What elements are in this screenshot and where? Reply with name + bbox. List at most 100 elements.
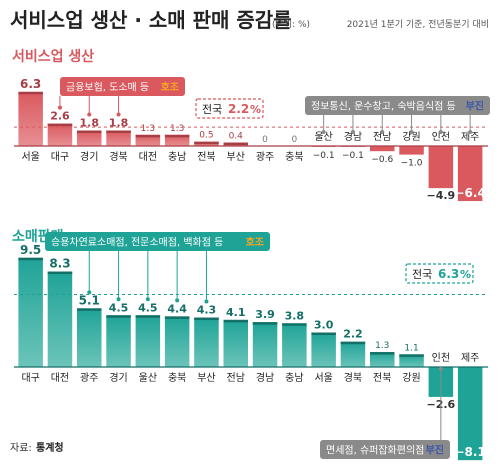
retail-positive-text: 승용차연료소매점, 전문소매점, 백화점 등 [51,237,223,249]
retail-category-label: 전남 [227,372,245,384]
retail-value-label: 2.2 [343,328,363,341]
service-bar-cap [18,91,43,95]
service-value-label: 0 [291,135,297,145]
retail-category-label: 울산 [139,372,157,384]
service-bar-cap [47,123,73,127]
service-category-label: 전북 [197,151,215,163]
service-bar [399,146,424,155]
retail-positive-dot [204,299,209,304]
service-negative-dot [380,130,385,134]
retail-category-label: 제주 [461,352,479,364]
retail-bar-cap [282,323,307,326]
service-category-label: 인천 [432,131,450,143]
service-national-value: 2.2 [228,102,249,116]
retail-category-label: 서울 [314,372,332,384]
service-positive-dot [116,112,121,117]
retail-category-label: 경남 [256,371,274,384]
retail-value-label: 8.3 [49,257,70,271]
retail-category-label: 인천 [432,352,450,364]
service-negative-dot [350,130,355,134]
service-category-label: 서울 [21,151,39,163]
retail-bar-cap [340,341,366,345]
service-category-label: 부산 [227,151,245,163]
retail-value-label: 4.3 [197,304,217,317]
retail-bar-cap [370,352,395,355]
service-negative-dot [409,130,414,134]
unit-note: (단위: %) [272,19,310,30]
service-value-label: 1.8 [109,117,129,130]
retail-bar [18,257,43,367]
retail-category-label: 대구 [21,372,39,384]
service-bar-cap [223,142,248,146]
retail-national-box [405,263,474,284]
service-bar [47,123,73,146]
service-bar-cap [194,141,219,145]
page-title: 서비스업 생산 · 소매 판매 증감률 [10,8,292,32]
service-value-label: −0.6 [371,155,393,165]
retail-value-label: 3.9 [255,308,275,321]
retail-bar [106,315,131,367]
retail-negative-dot [438,367,443,371]
service-bar [77,130,102,146]
retail-category-label: 부산 [197,372,215,384]
service-category-label: 강원 [402,131,420,143]
retail-positive-dot [145,297,150,302]
service-national-label: 전국 [202,103,222,116]
service-bar [457,146,483,202]
service-positive-text: 금융보험, 도소매 등 [66,82,149,94]
retail-national-value: 6.3 [438,267,459,281]
service-category-label: 전남 [373,131,391,143]
service-bar [135,134,161,146]
retail-bar-cap [252,322,278,325]
retail-bar [252,322,278,367]
service-bar-cap [164,134,190,138]
retail-bar-cap [135,315,161,318]
service-value-label: 2.6 [50,110,70,123]
service-bar-cap [135,134,161,138]
retail-bar [282,323,307,367]
service-bar [18,91,43,146]
service-negative-dot [321,130,326,134]
service-value-label: −0.1 [342,151,364,161]
retail-bar [311,332,336,367]
retail-negative-callout [320,440,450,459]
retail-bar-cap [164,316,190,319]
retail-category-label: 충남 [285,372,303,384]
source-label: 자료: [10,442,32,454]
service-value-label: 0.5 [199,131,213,141]
retail-bar [223,319,248,367]
retail-bar [340,341,366,367]
retail-category-label: 경북 [344,371,362,384]
retail-value-label: 4.4 [167,302,187,315]
service-category-label: 광주 [256,151,274,163]
retail-value-label: 3.8 [285,309,305,322]
retail-bar [457,367,483,461]
retail-bar-cap [399,354,424,357]
retail-bar-cap [18,257,43,261]
retail-value-label: 4.5 [138,301,158,314]
service-value-label: 6.3 [20,77,41,91]
service-bar [164,134,190,146]
retail-bar-cap [311,332,336,335]
service-value-label: −4.9 [426,189,455,202]
service-chart: 6.3 서울 2.6 대구 1.8 경기 1.8 경북 1.3 대전 1.3 충남 0.5 전북 0.4 부산… [14,77,490,202]
retail-bar [77,308,102,367]
service-negative-tag: 부진 [466,100,484,113]
service-bar [370,146,395,152]
service-national-unit: % [250,103,261,116]
retail-negative-text: 면세점, 슈퍼잡화편의점 [326,445,424,457]
retail-category-label: 대전 [51,372,69,384]
retail-category-label: 광주 [80,372,98,384]
service-bar-cap [106,130,131,134]
retail-bar [194,317,219,367]
service-value-label: 1.8 [80,117,100,130]
service-negative-text: 정보통신, 운수창고, 숙박음식점 등 [311,101,456,113]
service-category-label: 대전 [139,151,157,163]
retail-bar-cap [77,308,102,311]
service-positive-dot [57,105,62,110]
service-positive-tag: 호조 [161,81,179,94]
retail-bar [399,354,424,367]
retail-positive-tag: 호조 [246,236,264,249]
retail-value-label: 4.5 [109,301,129,314]
